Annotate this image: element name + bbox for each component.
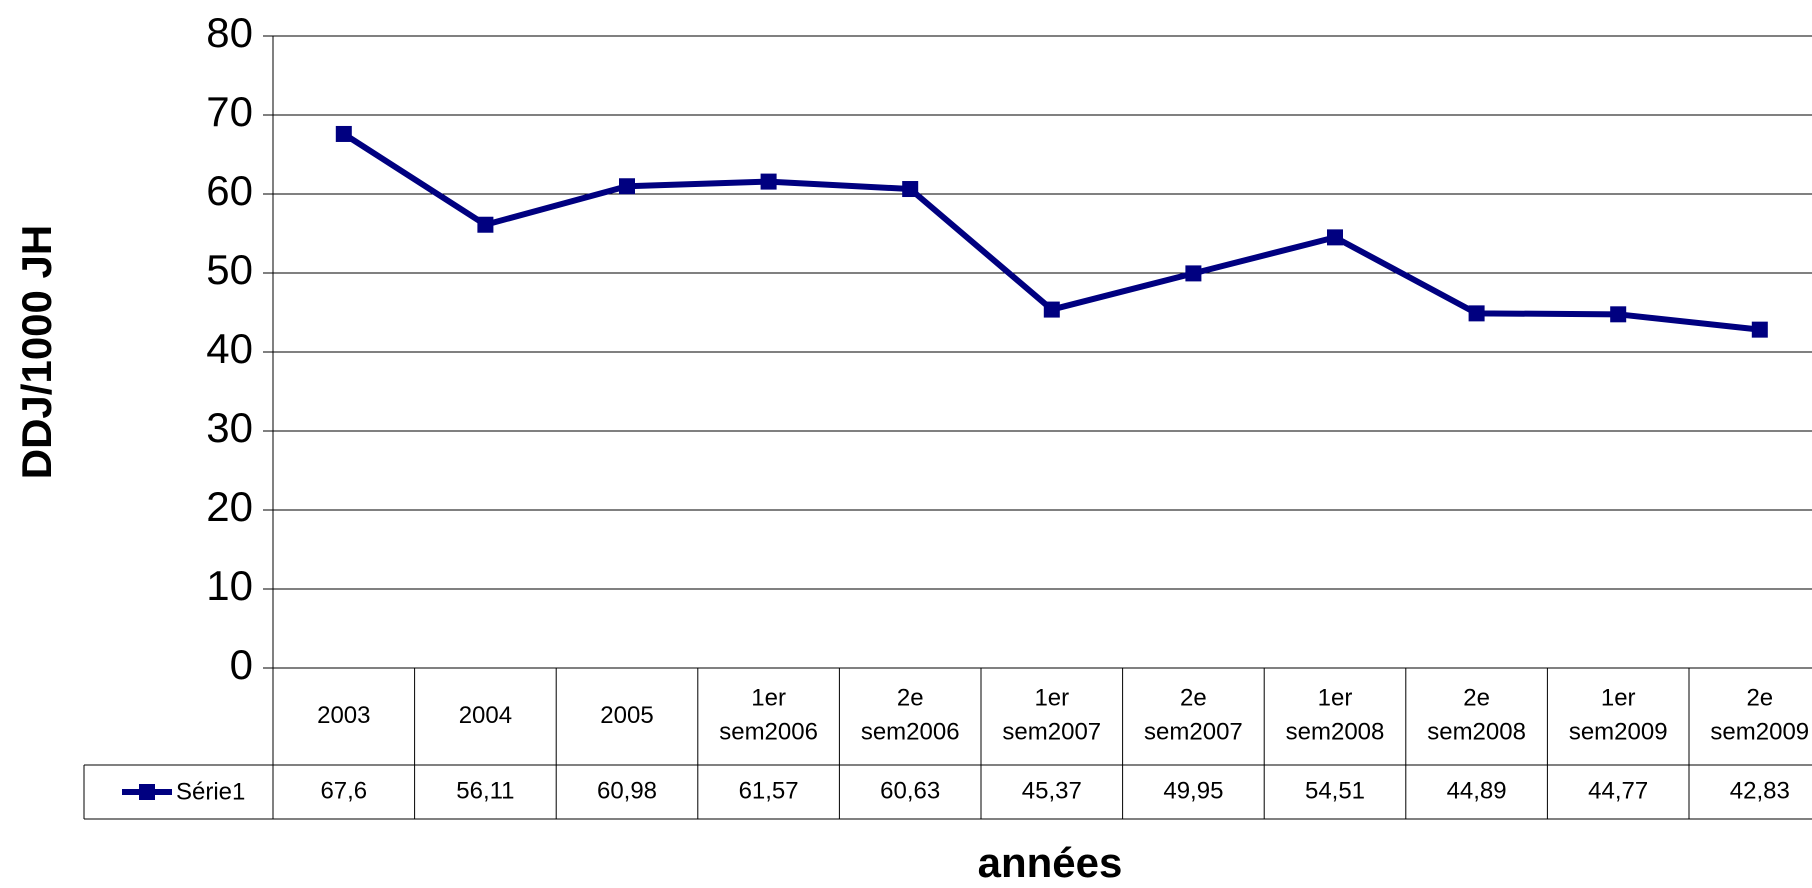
y-tick-label: 0 [230, 641, 253, 688]
point-marker [1185, 265, 1202, 282]
table-value: 67,6 [320, 777, 367, 804]
point-marker [902, 181, 919, 198]
x-tick-label: 1er sem2009 [1569, 685, 1668, 746]
point-marker [619, 178, 635, 195]
y-tick-label: 60 [206, 167, 253, 214]
table-value: 61,57 [739, 777, 799, 804]
point-marker [1327, 229, 1343, 246]
x-tick-label: 1er sem2006 [719, 685, 818, 746]
x-tick-label: 2e sem2009 [1710, 685, 1809, 746]
x-tick-label: 2003 [317, 702, 370, 729]
point-marker [1610, 306, 1627, 323]
point-marker [1751, 321, 1768, 338]
series-line [342, 131, 1761, 333]
y-tick-label: 20 [206, 483, 253, 530]
point-marker [1043, 301, 1060, 318]
table-value: 54,51 [1305, 777, 1365, 804]
x-tick-label: 1er sem2007 [1002, 685, 1101, 746]
y-tick-label: 30 [206, 404, 253, 451]
table-value: 44,89 [1447, 777, 1507, 804]
table-value: 49,95 [1163, 777, 1223, 804]
y-tick-label: 40 [206, 325, 253, 372]
x-tick-label: 2e sem2007 [1144, 685, 1243, 746]
x-tick-label: 1er sem2008 [1286, 685, 1385, 746]
table-value: 60,98 [597, 777, 657, 804]
legend-marker [139, 784, 155, 800]
table-value: 56,11 [456, 777, 514, 804]
table-value: 42,83 [1730, 777, 1790, 804]
point-marker [760, 173, 777, 190]
table-value: 45,37 [1022, 777, 1082, 804]
x-tick-label: 2005 [600, 702, 653, 729]
legend-label: Série1 [176, 778, 245, 805]
y-axis-title: DDJ/1000 JH [13, 225, 60, 479]
x-tick-label: 2004 [459, 702, 512, 729]
y-tick-label: 50 [206, 246, 253, 293]
y-tick-label: 10 [206, 562, 253, 609]
table-value: 60,63 [880, 777, 940, 804]
point-marker [477, 216, 494, 233]
y-tick-label: 80 [206, 9, 253, 56]
x-tick-label: 2e sem2006 [861, 685, 960, 746]
x-tick-label: 2e sem2008 [1427, 685, 1526, 746]
x-axis-title: années [978, 839, 1123, 886]
table-value: 44,77 [1588, 777, 1648, 804]
y-tick-label: 70 [206, 88, 253, 135]
point-marker [335, 125, 352, 142]
point-marker [1468, 305, 1485, 322]
